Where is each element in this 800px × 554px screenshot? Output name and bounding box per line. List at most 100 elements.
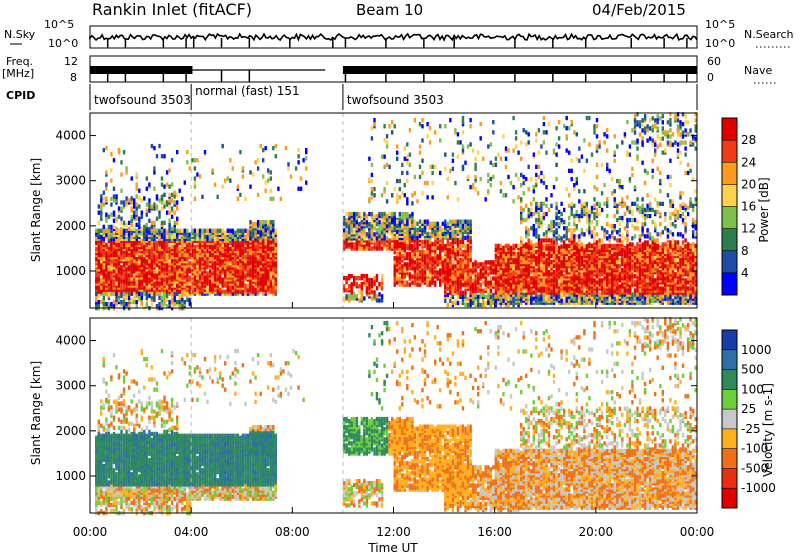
heatmap-cell (234, 285, 236, 289)
heatmap-cell (267, 240, 269, 244)
heatmap-cell (239, 235, 241, 239)
heatmap-cell (416, 272, 418, 276)
heatmap-cell (131, 231, 133, 235)
heatmap-cell (277, 187, 279, 191)
heatmap-cell (419, 250, 421, 254)
heatmap-cell (437, 270, 439, 274)
heatmap-cell (133, 296, 135, 300)
heatmap-cell (249, 170, 251, 174)
heatmap-cell (168, 253, 170, 257)
heatmap-cell (361, 282, 363, 286)
heatmap-cell (356, 226, 358, 230)
heatmap-cell (168, 243, 170, 247)
heatmap-cell (381, 222, 383, 226)
heatmap-cell (462, 220, 464, 224)
heatmap-cell (105, 292, 107, 296)
heatmap-cell (191, 229, 193, 233)
heatmap-cell (447, 238, 449, 242)
heatmap-cell (254, 160, 256, 164)
nsky-tick-low: 10^0 (48, 37, 78, 50)
heatmap-cell (136, 247, 138, 251)
heatmap-cell (252, 222, 254, 226)
heatmap-cell (125, 275, 127, 279)
heatmap-cell (444, 236, 446, 240)
heatmap-cell (166, 294, 168, 298)
heatmap-cell (100, 194, 102, 198)
heatmap-cell (426, 240, 428, 244)
heatmap-cell (110, 168, 112, 172)
heatmap-cell (211, 279, 213, 283)
heatmap-cell (297, 148, 299, 152)
heatmap-cell (105, 251, 107, 255)
heatmap-cell (105, 196, 107, 200)
heatmap-cell (113, 300, 115, 304)
heatmap-cell (184, 229, 186, 233)
heatmap-cell (100, 206, 102, 210)
heatmap-cell (204, 275, 206, 279)
heatmap-cell (120, 300, 122, 304)
heatmap-cell (118, 292, 120, 296)
heatmap-cell (138, 189, 140, 193)
heatmap-cell (249, 220, 251, 224)
cpid-segments: twofsound 3503normal (fast) 151twofsound… (90, 84, 697, 110)
heatmap-cell (163, 229, 165, 233)
heatmap-cell (95, 296, 97, 300)
heatmap-cell (224, 243, 226, 247)
heatmap-cell (252, 285, 254, 289)
heatmap-cell (166, 231, 168, 235)
heatmap-cell (252, 273, 254, 277)
heatmap-cell (406, 232, 408, 236)
heatmap-cell (252, 290, 254, 294)
heatmap-cell (300, 176, 302, 180)
heatmap-cell (416, 283, 418, 287)
heatmap-cell (201, 275, 203, 279)
heatmap-cell (287, 166, 289, 170)
heatmap-cell (267, 168, 269, 172)
heatmap-cell (437, 254, 439, 258)
heatmap-cell (394, 256, 396, 260)
heatmap-cell (265, 189, 267, 193)
heatmap-cell (454, 234, 456, 238)
heatmap-cell (447, 266, 449, 270)
heatmap-cell (368, 286, 370, 290)
heatmap-cell (108, 225, 110, 229)
heatmap-cell (376, 228, 378, 232)
heatmap-cell (411, 254, 413, 258)
heatmap-cell (131, 269, 133, 273)
heatmap-cell (376, 222, 378, 226)
heatmap-cell (244, 255, 246, 259)
heatmap-cell (368, 278, 370, 282)
heatmap-cell (158, 231, 160, 235)
heatmap-cell (401, 264, 403, 268)
heatmap-cell (214, 267, 216, 271)
heatmap-cell (437, 276, 439, 280)
heatmap-cell (305, 156, 307, 160)
heatmap-cell (141, 227, 143, 231)
heatmap-cell (131, 206, 133, 210)
heatmap-cell (179, 269, 181, 273)
heatmap-cell (257, 230, 259, 234)
heatmap-cell (118, 229, 120, 233)
heatmap-cell (128, 233, 130, 237)
heatmap-cell (176, 300, 178, 304)
heatmap-cell (421, 254, 423, 258)
heatmap-cell (464, 236, 466, 240)
heatmap-cell (105, 302, 107, 306)
heatmap-cell (348, 230, 350, 234)
heatmap-cell (399, 212, 401, 216)
heatmap-cell (131, 219, 133, 223)
heatmap-cell (201, 253, 203, 257)
heatmap-cell (181, 197, 183, 201)
heatmap-cell (222, 185, 224, 189)
heatmap-cell (416, 228, 418, 232)
heatmap-cell (128, 227, 130, 231)
heatmap-cell (457, 256, 459, 260)
heatmap-cell (302, 158, 304, 162)
heatmap-cell (161, 154, 163, 158)
heatmap-cell (348, 294, 350, 298)
heatmap-cell (171, 206, 173, 210)
heatmap-cell (141, 292, 143, 296)
heatmap-cell (363, 234, 365, 238)
heatmap-cell (105, 243, 107, 247)
heatmap-cell (457, 252, 459, 256)
